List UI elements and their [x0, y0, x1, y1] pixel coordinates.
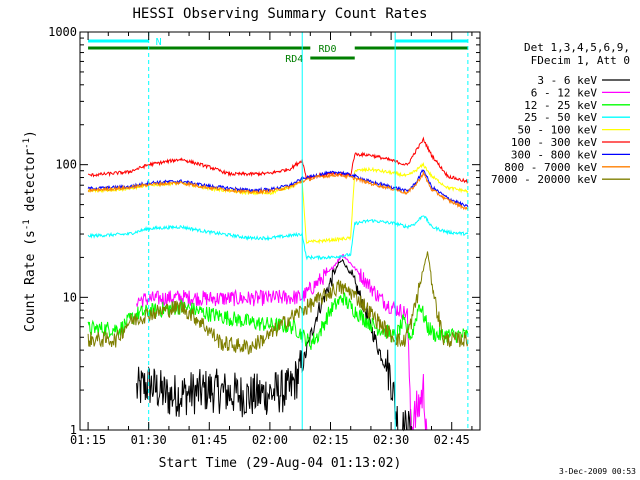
x-tick-label-2: 01:30	[131, 433, 167, 447]
y-tick-label-3: 100	[55, 158, 77, 172]
annotation-label-rd0: RD0	[318, 44, 336, 55]
date-stamp: 3-Dec-2009 00:53	[559, 467, 636, 476]
legend-header-line-2: FDecim 1, Att 0	[531, 54, 630, 67]
series-line-9	[87, 251, 469, 355]
series-line-4	[87, 215, 469, 261]
x-tick-label-1: 01:15	[70, 433, 106, 447]
series-line-1	[136, 258, 412, 432]
vertical-marker-lines	[148, 32, 469, 430]
annotation-bars: N RD0 RD4	[88, 37, 468, 65]
y-axis-label-sup1: -1	[22, 219, 32, 230]
series-line-8	[87, 170, 469, 211]
y-axis-label-mid: detector	[23, 149, 38, 220]
y-axis-label-end: )	[23, 130, 38, 138]
series-line-5	[87, 161, 469, 245]
x-axis-label: Start Time (29-Aug-04 01:13:02)	[159, 456, 402, 471]
y-axis-label: Count Rate (s-1 detector-1)	[22, 130, 38, 332]
legend-label-3: 12 - 25 keV	[524, 99, 597, 112]
annotation-label-rd4: RD4	[285, 54, 303, 65]
y-tick-label-2: 10	[63, 290, 77, 304]
legend-label-1: 3 - 6 keV	[537, 74, 597, 87]
y-tick-label-1: 1	[70, 423, 77, 437]
series-line-2	[136, 253, 428, 431]
x-tick-label-3: 01:45	[191, 433, 227, 447]
legend: Det 1,3,4,5,6,9, FDecim 1, Att 0 3 - 6 k…	[491, 41, 630, 186]
legend-label-7: 300 - 800 keV	[511, 148, 597, 161]
annotation-label-n: N	[156, 37, 162, 48]
legend-label-5: 50 - 100 keV	[518, 124, 598, 137]
plot-frame	[79, 31, 481, 431]
legend-label-9: 7000 - 20000 keV	[491, 173, 597, 186]
y-axis-ticks: 1 10 100 1000	[48, 25, 480, 437]
x-tick-label-4: 02:00	[252, 433, 288, 447]
legend-label-2: 6 - 12 keV	[531, 86, 598, 99]
x-tick-label-7: 02:45	[434, 433, 470, 447]
y-tick-label-4: 1000	[48, 25, 77, 39]
y-axis-label-main: Count Rate (s	[23, 230, 38, 332]
chart-title: HESSI Observing Summary Count Rates	[132, 6, 427, 22]
x-tick-label-5: 02:15	[312, 433, 348, 447]
y-axis-label-sup2: -1	[22, 138, 32, 149]
legend-header-line-1: Det 1,3,4,5,6,9,	[524, 41, 630, 54]
legend-label-8: 800 - 7000 keV	[504, 161, 597, 174]
x-axis-ticks: 01:15 01:30 01:45 02:00 02:15 02:30 02:45	[70, 32, 473, 447]
series-line-6	[87, 136, 469, 184]
series-layer	[87, 136, 469, 432]
legend-label-4: 25 - 50 keV	[524, 111, 597, 124]
legend-label-6: 100 - 300 keV	[511, 136, 597, 149]
x-tick-label-6: 02:30	[373, 433, 409, 447]
